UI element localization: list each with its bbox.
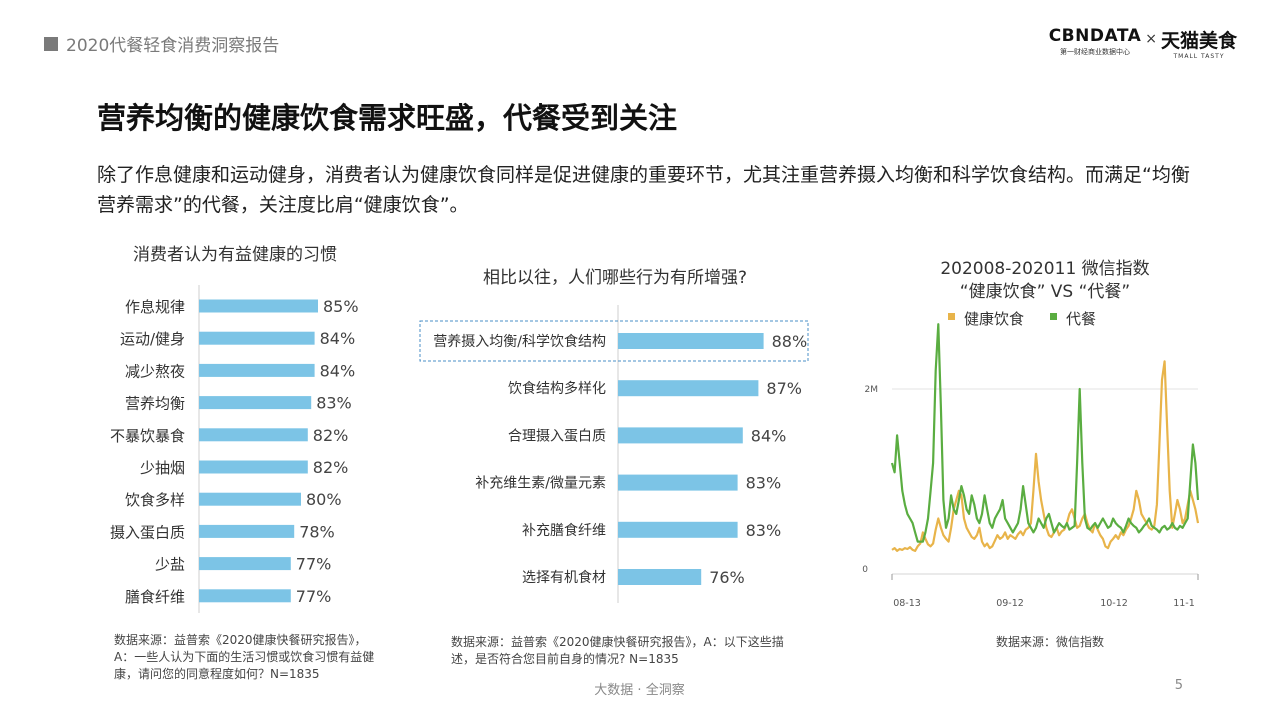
chart2-category-label: 补充膳食纤维 xyxy=(522,522,606,539)
page-title: 营养均衡的健康饮食需求旺盛，代餐受到关注 xyxy=(97,101,678,135)
chart1-category-label: 少抽烟 xyxy=(140,459,185,477)
chart1-value-label: 82% xyxy=(313,426,349,445)
chart1-value-label: 77% xyxy=(296,587,332,606)
chart3-y-tick-label: 0 xyxy=(862,565,868,575)
chart2-category-label: 饮食结构多样化 xyxy=(508,380,606,397)
chart3-series-line xyxy=(890,323,1200,543)
chart1-bar xyxy=(199,396,312,410)
chart2-category-label: 营养摄入均衡/科学饮食结构 xyxy=(433,333,606,350)
chart3-x-tick-label: 11-1 xyxy=(1173,598,1195,609)
chart2-value-label: 88% xyxy=(772,332,808,351)
chart1-title: 消费者认为有益健康的习惯 xyxy=(133,245,337,265)
chart2-source-note: 数据来源：益普索《2020健康快餐研究报告》，A：以下这些描述，是否符合您目前自… xyxy=(451,635,784,666)
chart1-category-label: 作息规律 xyxy=(125,298,185,316)
chart2-bar xyxy=(618,569,702,585)
chart1-bar xyxy=(199,557,291,571)
chart3-x-tick-label: 09-12 xyxy=(996,598,1024,609)
chart1-category-label: 膳食纤维 xyxy=(125,588,185,606)
chart1-value-label: 84% xyxy=(320,329,356,348)
chart1-category-label: 减少熬夜 xyxy=(125,362,185,380)
footer-slogan: 大数据 · 全洞察 xyxy=(594,683,685,698)
cbndata-logo: CBNDATA 第一财经商业数据中心 xyxy=(1049,26,1142,57)
chart2-category-label: 合理摄入蛋白质 xyxy=(508,428,606,444)
chart2-value-label: 76% xyxy=(709,568,745,587)
chart1-category-label: 运动/健身 xyxy=(120,330,185,348)
chart1-bar xyxy=(199,589,291,603)
chart2-value-label: 87% xyxy=(766,379,802,398)
chart1-category-label: 饮食多样 xyxy=(125,491,185,509)
chart3-title-block: 202008-202011 微信指数 “健康饮食” VS “代餐” xyxy=(905,258,1185,304)
chart1-category-label: 少盐 xyxy=(155,556,185,574)
chart3-legend-label: 健康饮食 xyxy=(964,310,1024,328)
chart1-category-label: 摄入蛋白质 xyxy=(110,523,185,541)
chart1-bar xyxy=(199,331,315,345)
chart3-title: 202008-202011 微信指数 xyxy=(940,259,1150,279)
chart1-bar xyxy=(199,460,308,474)
cbndata-logo-text: CBNDATA xyxy=(1048,26,1142,46)
report-tag: 2020代餐轻食消费洞察报告 xyxy=(44,31,279,56)
cbndata-logo-subtext: 第一财经商业数据中心 xyxy=(1059,48,1130,56)
chart1-category-label: 不暴饮暴食 xyxy=(110,427,185,445)
chart1-bar xyxy=(199,492,301,506)
chart1-value-label: 84% xyxy=(320,361,356,380)
chart2-value-label: 83% xyxy=(746,474,782,493)
brand-logo: CBNDATA 第一财经商业数据中心 × 天猫美食 TMALL TASTY xyxy=(1049,26,1237,60)
chart3-x-tick-label: 08-13 xyxy=(893,598,921,609)
chart3-legend-swatch xyxy=(948,313,955,320)
chart1-category-label: 营养均衡 xyxy=(125,395,185,413)
chart3-legend-label: 代餐 xyxy=(1066,310,1096,328)
chart1-source-note: 数据来源：益普索《2020健康快餐研究报告》，A：一些人认为下面的生活习惯或饮食… xyxy=(114,633,375,681)
chart2-behaviors-bar-chart: 营养摄入均衡/科学饮食结构 88% 饮食结构多样化 87% 合理摄入蛋白质 84% 补充维生… xyxy=(419,305,809,603)
chart3-legend-swatch xyxy=(1050,313,1057,320)
chart2-value-label: 83% xyxy=(746,521,782,540)
chart3-source-note: 数据来源：微信指数 xyxy=(996,635,1105,649)
page-number: 5 xyxy=(1174,678,1183,693)
chart2-bar xyxy=(618,474,738,491)
chart1-bar xyxy=(199,524,295,538)
chart1-value-label: 80% xyxy=(306,490,342,509)
chart2-category-label: 选择有机食材 xyxy=(522,569,606,586)
chart1-value-label: 78% xyxy=(299,522,335,541)
chart1-value-label: 85% xyxy=(323,297,359,316)
chart2-bar xyxy=(618,333,764,349)
report-title: 2020代餐轻食消费洞察报告 xyxy=(66,36,280,56)
chart2-bar xyxy=(618,380,759,397)
chart2-highlight-box xyxy=(419,320,809,362)
chart2-bar xyxy=(618,427,743,444)
chart2-value-label: 84% xyxy=(751,426,787,445)
chart1-bar xyxy=(199,428,308,442)
logo-separator: × xyxy=(1145,31,1157,47)
report-tag-square xyxy=(44,36,58,51)
page-description: 除了作息健康和运动健身，消费者认为健康饮食同样是促进健康的重要环节，尤其注重营养… xyxy=(97,164,1190,216)
chart1-value-label: 82% xyxy=(313,458,349,477)
chart1-value-label: 83% xyxy=(316,394,352,413)
chart1-habits-bar-chart: 作息规律 85% 运动/健身 84% 减少熬夜 84% 营养均衡 83% 不暴饮暴食 82% 少抽烟… xyxy=(110,285,359,613)
chart2-bar xyxy=(618,521,738,538)
tmall-logo-subtext: TMALL TASTY xyxy=(1173,53,1225,60)
chart3-x-tick-label: 10-12 xyxy=(1100,598,1128,609)
tmall-logo: 天猫美食 TMALL TASTY xyxy=(1161,26,1237,60)
chart3-wechat-index-line-chart: 健康饮食 代餐 0 2M 08-13 09-12 10-12 11-1 xyxy=(862,310,1200,609)
chart1-bar xyxy=(199,363,315,377)
chart2-category-label: 补充维生素/微量元素 xyxy=(475,476,606,492)
chart1-bar xyxy=(199,299,318,313)
tmall-logo-text: 天猫美食 xyxy=(1160,30,1237,52)
chart3-legend: 健康饮食 代餐 xyxy=(948,310,1096,328)
chart2-title: 相比以往，人们哪些行为有所增强? xyxy=(482,268,748,288)
chart1-value-label: 77% xyxy=(296,555,332,574)
chart3-y-tick-label: 2M xyxy=(865,385,879,395)
chart3-subtitle: “健康饮食” VS “代餐” xyxy=(959,282,1131,302)
